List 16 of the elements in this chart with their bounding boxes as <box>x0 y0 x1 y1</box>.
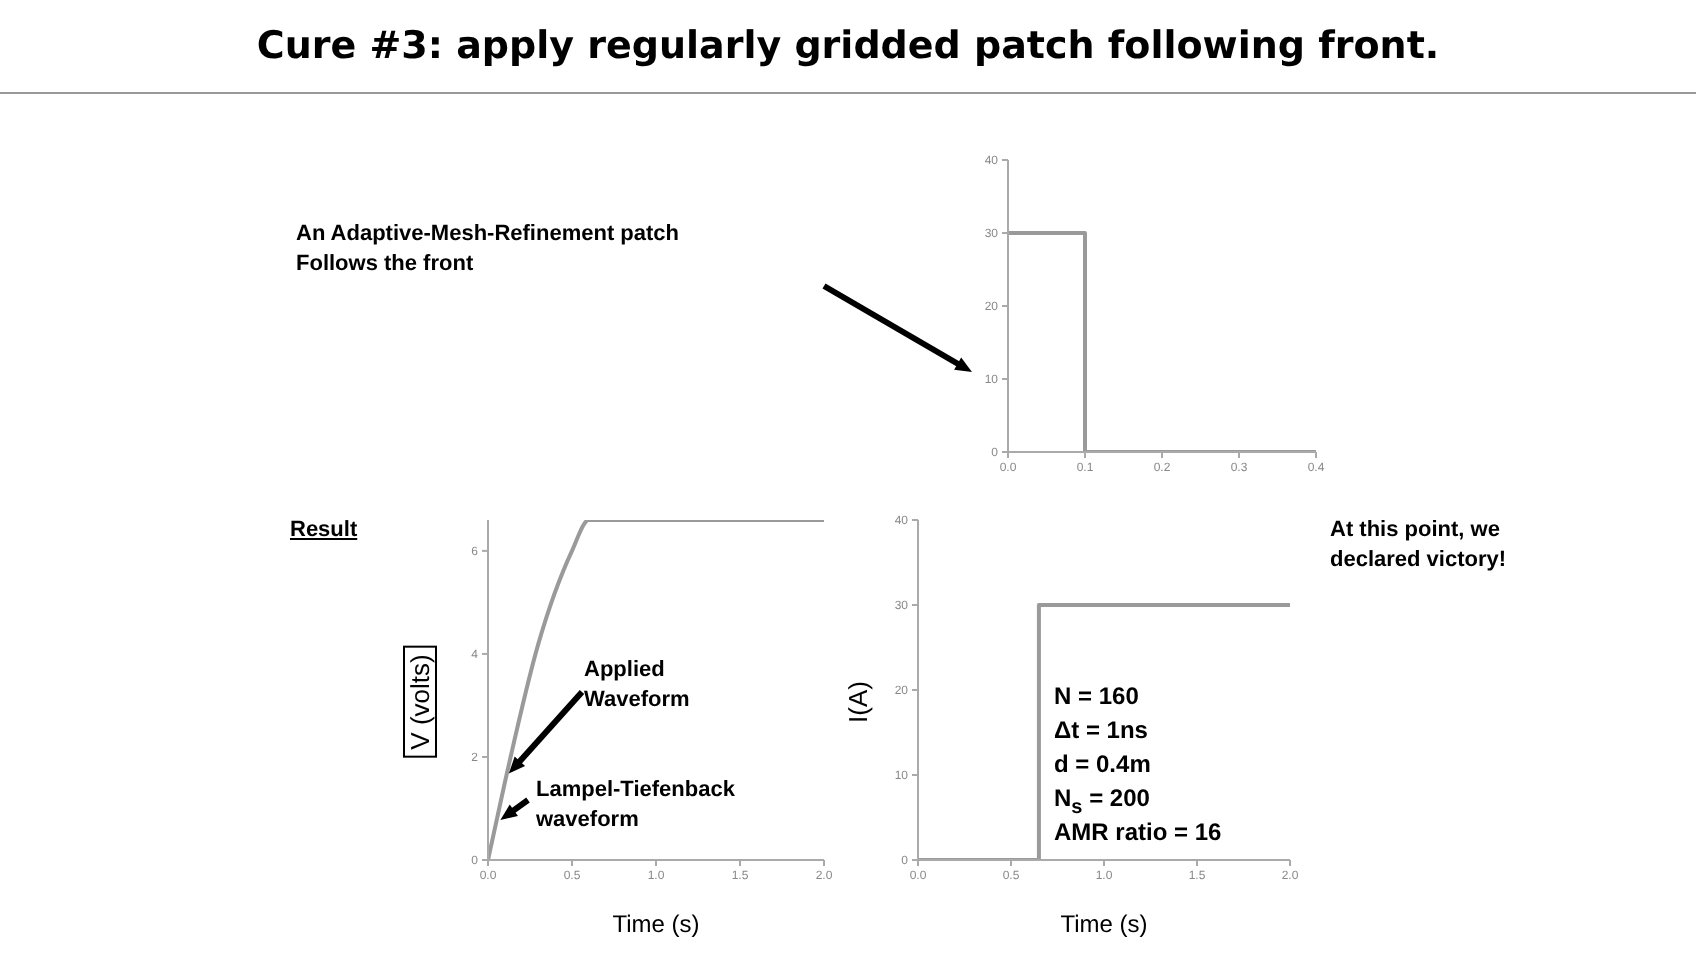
annotation: Applied Waveform <box>584 656 692 716</box>
text: Result <box>290 516 360 546</box>
y-axis-title: V (volts) <box>403 646 437 758</box>
annotation: N = 160 <box>1054 680 1139 714</box>
text: At this point, we declared victory! <box>1330 516 1509 576</box>
x-axis-title: Time (s) <box>1060 910 1148 938</box>
annotation: Δt = 1ns <box>1054 714 1148 748</box>
annotation: d = 0.4m <box>1054 748 1151 782</box>
line-series <box>488 520 824 860</box>
x-axis-title: Time (s) <box>612 910 700 938</box>
y-axis-title: I(A) <box>843 679 873 727</box>
annotation: AMR ratio = 16 <box>1054 816 1222 850</box>
chart-title: Cure #3: apply regularly gridded patch following front. <box>0 0 1696 94</box>
annotation: Lampel-Tiefenback waveform <box>536 776 737 836</box>
annotation: N$_{s}$ = 200 <box>1054 784 1150 819</box>
text: An Adaptive-Mesh-Refinement patch Follows the front <box>296 220 682 280</box>
